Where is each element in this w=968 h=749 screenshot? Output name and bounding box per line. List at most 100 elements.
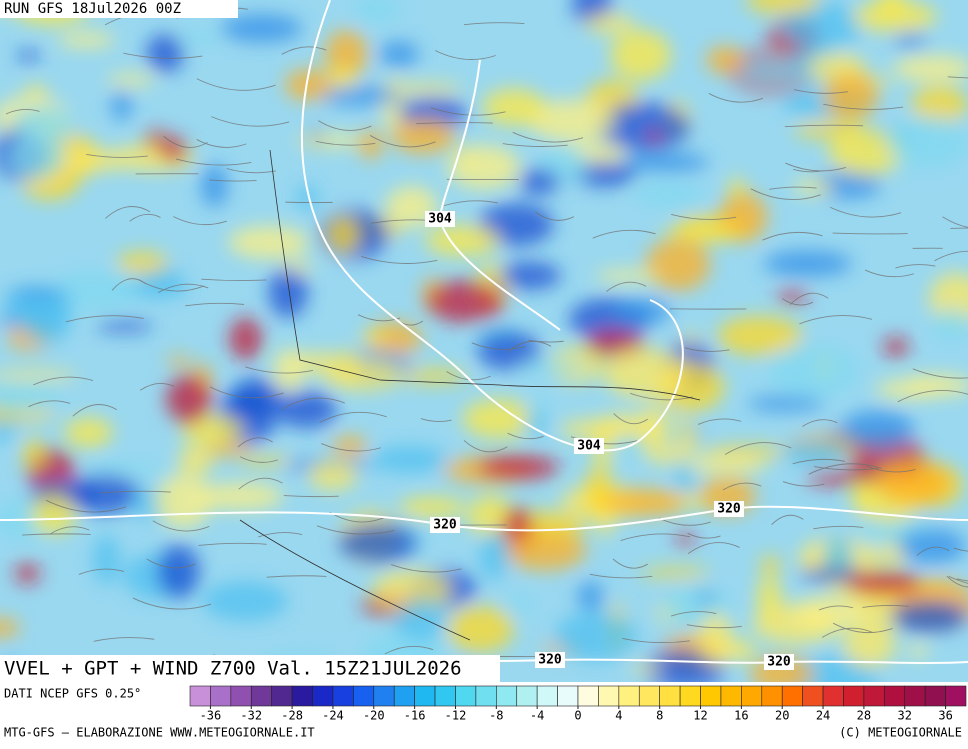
field-blob: [7, 289, 70, 299]
footer-left: MTG-GFS — ELABORAZIONE WWW.METEOGIORNALE…: [4, 726, 315, 740]
contour-label: 320: [433, 518, 457, 533]
colorbar-swatch: [721, 686, 741, 706]
field-blob: [398, 497, 466, 519]
colorbar-tick-label: 12: [693, 709, 707, 723]
colorbar-swatch: [210, 686, 230, 706]
colorbar-swatch: [272, 686, 292, 706]
field-blob: [107, 74, 155, 86]
field-blob: [853, 481, 869, 514]
colorbar-tick-label: -4: [530, 709, 544, 723]
colorbar-tick-label: 8: [656, 709, 663, 723]
field-blob: [339, 522, 418, 562]
colorbar-swatch: [476, 686, 496, 706]
field-blob: [842, 410, 915, 450]
field-blob: [597, 414, 661, 437]
field-blob: [641, 568, 710, 579]
field-blob: [20, 292, 72, 345]
colorbar-tick-label: -16: [404, 709, 426, 723]
colorbar-swatch: [231, 686, 251, 706]
colorbar-tick-label: -8: [489, 709, 503, 723]
field-blob: [897, 529, 966, 564]
field-blob: [15, 563, 40, 584]
field-blob: [202, 581, 288, 621]
field-blob: [477, 455, 559, 479]
field-blob: [479, 530, 510, 580]
field-blob: [69, 474, 140, 514]
field-blob: [157, 545, 200, 599]
field-blob: [502, 531, 587, 570]
field-blob: [111, 90, 131, 121]
field-blob: [275, 390, 337, 428]
colorbar-swatch: [435, 686, 455, 706]
field-blob: [165, 375, 211, 425]
contour-label: 320: [717, 502, 741, 517]
field-blob: [908, 644, 929, 657]
field-blob: [427, 280, 505, 323]
field-blob: [805, 471, 880, 485]
colorbar-swatch: [394, 686, 414, 706]
contour-label: 304: [577, 439, 601, 454]
field-blob: [646, 131, 663, 143]
field-blob: [201, 164, 228, 207]
field-blob: [283, 261, 315, 271]
field-blob: [370, 446, 448, 473]
field-blob: [631, 664, 663, 674]
field-blob: [379, 41, 419, 67]
field-blob: [525, 410, 546, 436]
field-blob: [622, 152, 709, 172]
field-blob: [845, 571, 920, 596]
field-blob: [615, 299, 671, 324]
field-blob: [93, 535, 121, 585]
colorbar-swatch: [558, 686, 578, 706]
field-blob: [498, 262, 561, 290]
field-blob: [821, 537, 854, 572]
colorbar-swatch: [762, 686, 782, 706]
field-blob: [64, 417, 112, 447]
field-blob: [875, 459, 950, 505]
field-blob: [706, 46, 745, 74]
colorbar-tick-label: 4: [615, 709, 622, 723]
field-blob: [761, 555, 780, 575]
field-blob: [229, 317, 262, 360]
field-blob: [96, 321, 153, 332]
field-blob: [703, 445, 795, 457]
field-blob: [792, 596, 866, 630]
field-blob: [482, 88, 546, 126]
colorbar-swatch: [701, 686, 721, 706]
run-label: RUN GFS 18Jul2026 00Z: [4, 1, 181, 17]
colorbar-tick-label: 28: [857, 709, 871, 723]
field-blob: [577, 581, 604, 611]
field-blob: [175, 32, 222, 45]
field-blob: [748, 396, 824, 412]
field-blob: [883, 337, 909, 356]
colorbar-swatch: [660, 686, 680, 706]
field-blob: [555, 612, 638, 661]
field-blob: [178, 445, 213, 475]
field-blob: [322, 359, 402, 391]
field-blob: [332, 436, 368, 457]
colorbar-swatch: [680, 686, 700, 706]
colorbar-swatch: [251, 686, 271, 706]
field-blob: [308, 460, 358, 490]
colorbar-swatch: [333, 686, 353, 706]
field-blob: [518, 169, 560, 195]
field-blob: [610, 30, 671, 81]
map-title: VVEL + GPT + WIND Z700 Val. 15Z21JUL2026: [4, 658, 462, 680]
colorbar-tick-label: -32: [240, 709, 262, 723]
colorbar-swatch: [455, 686, 475, 706]
colorbar-swatch: [374, 686, 394, 706]
field-blob: [31, 494, 76, 535]
colorbar-tick-label: 20: [775, 709, 789, 723]
colorbar-swatch: [292, 686, 312, 706]
field-blob: [823, 72, 879, 120]
colorbar-tick-label: -12: [445, 709, 467, 723]
field-blob: [17, 50, 41, 61]
colorbar-swatch: [190, 686, 210, 706]
colorbar-swatch: [313, 686, 333, 706]
field-blob: [268, 267, 308, 318]
field-blob: [633, 183, 706, 207]
field-blob: [517, 360, 589, 374]
